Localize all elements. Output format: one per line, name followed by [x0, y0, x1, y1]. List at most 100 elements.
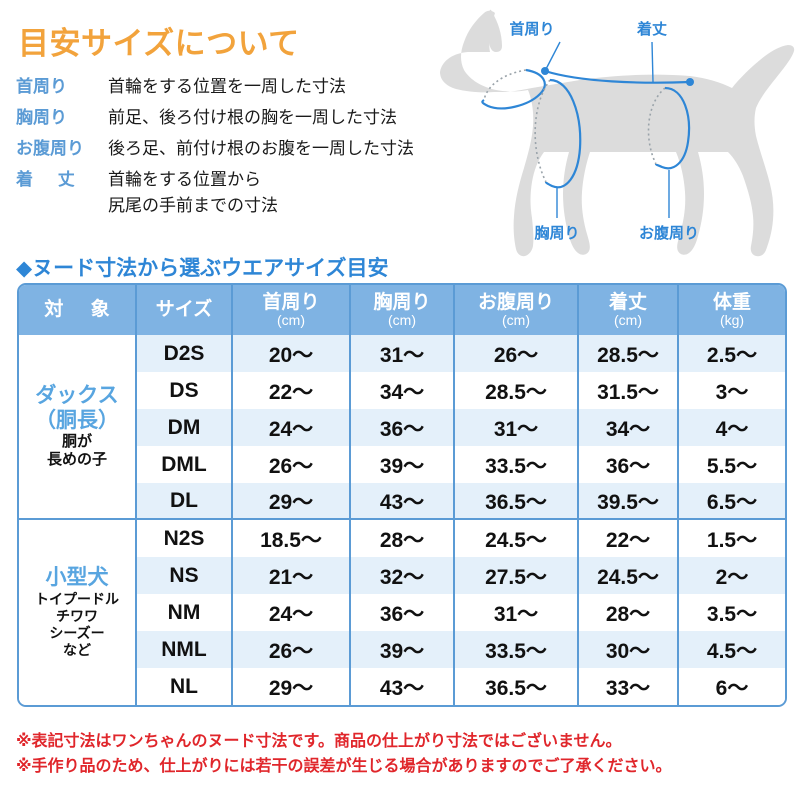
- cell-size: DS: [137, 372, 233, 409]
- legend-term-belly: お腹周り: [16, 139, 84, 158]
- cell-size: DM: [137, 409, 233, 446]
- cell-length: 33～: [579, 668, 679, 705]
- table-row: DM 24～ 36～ 31～ 34～ 4～: [19, 409, 785, 446]
- cell-length: 30～: [579, 631, 679, 668]
- cell-length: 28～: [579, 594, 679, 631]
- size-table-container: 対 象 サイズ 首周り (cm) 胸周り (cm) お腹周り: [17, 283, 787, 707]
- cell-neck: 29～: [233, 668, 351, 705]
- table-row: 小型犬 トイプードル チワワ シーズー など N2S 18.5～ 28～ 24.…: [19, 520, 785, 705]
- legend-item-neck: 首周り 首輪をする位置を一周した寸法: [16, 74, 486, 100]
- cell-size: NS: [137, 557, 233, 594]
- length-measure-line: [544, 69, 691, 84]
- col-header-target-label: 対 象: [44, 299, 121, 321]
- cell-weight: 6.5～: [679, 483, 785, 520]
- cell-belly: 28.5～: [455, 372, 579, 409]
- group-sub-small-dog-2: チワワ: [56, 607, 98, 624]
- cell-neck: 24～: [233, 594, 351, 631]
- table-row: DML 26～ 39～ 33.5～ 36～ 5.5～: [19, 446, 785, 483]
- table-header-row: 対 象 サイズ 首周り (cm) 胸周り (cm) お腹周り: [19, 285, 785, 335]
- cell-chest: 43～: [351, 483, 455, 520]
- cell-belly: 31～: [455, 409, 579, 446]
- cell-weight: 4.5～: [679, 631, 785, 668]
- cell-weight: 4～: [679, 409, 785, 446]
- cell-weight: 1.5～: [679, 520, 785, 557]
- cell-chest: 36～: [351, 409, 455, 446]
- cell-size: NML: [137, 631, 233, 668]
- cell-size: N2S: [137, 520, 233, 557]
- legend-desc-chest: 前足、後ろ付け根の胸を一周した寸法: [108, 108, 397, 127]
- col-header-length-unit: (cm): [614, 311, 642, 328]
- diagram-label-chest: 胸周り: [534, 224, 579, 242]
- table-row: NML 26～ 39～ 33.5～ 30～ 4.5～: [19, 631, 785, 668]
- size-table: 対 象 サイズ 首周り (cm) 胸周り (cm) お腹周り: [17, 283, 787, 707]
- group-cell-small-dog: 小型犬 トイプードル チワワ シーズー など: [19, 520, 137, 705]
- cell-belly: 26～: [455, 335, 579, 372]
- table-row: NS 21～ 32～ 27.5～ 24.5～ 2～: [19, 557, 785, 594]
- footnote-1: ※表記寸法はワンちゃんのヌード寸法です。商品の仕上がり寸法ではございません。: [16, 733, 622, 750]
- cell-neck: 29～: [233, 483, 351, 520]
- group-sub-dachshund-2: 長めの子: [46, 451, 107, 469]
- cell-size: NM: [137, 594, 233, 631]
- cell-neck: 24～: [233, 409, 351, 446]
- legend-term-neck: 首周り: [16, 77, 67, 96]
- cell-chest: 39～: [351, 631, 455, 668]
- diagram-label-length: 着丈: [636, 20, 667, 38]
- col-header-neck: 首周り (cm): [233, 285, 351, 335]
- col-header-weight: 体重 (kg): [679, 285, 785, 335]
- cell-length: 31.5～: [579, 372, 679, 409]
- cell-belly: 36.5～: [455, 483, 579, 520]
- length-end-dot: [686, 78, 694, 86]
- cell-length: 34～: [579, 409, 679, 446]
- legend-desc-belly: 後ろ足、前付け根のお腹を一周した寸法: [108, 139, 414, 158]
- dog-measurement-diagram: 首周り 着丈 胸周り お腹周り: [440, 0, 800, 262]
- cell-chest: 39～: [351, 446, 455, 483]
- col-header-neck-unit: (cm): [277, 311, 305, 328]
- diagram-label-neck: 首周り: [509, 20, 554, 38]
- cell-belly: 33.5～: [455, 446, 579, 483]
- footnote-2: ※手作り品のため、仕上がりには若干の誤差が生じる場合がありますのでご了承ください…: [16, 758, 672, 775]
- legend-term-length: 着 丈: [16, 170, 85, 189]
- col-header-size-label: サイズ: [155, 299, 213, 321]
- col-header-weight-label: 体重: [712, 291, 751, 313]
- cell-neck: 22～: [233, 372, 351, 409]
- col-header-weight-unit: (kg): [719, 311, 745, 328]
- legend-item-chest: 胸周り 前足、後ろ付け根の胸を一周した寸法: [16, 105, 486, 131]
- legend-desc-length: 首輪をする位置から 尻尾の手前までの寸法: [108, 167, 278, 219]
- table-row: DS 22～ 34～ 28.5～ 31.5～ 3～: [19, 372, 785, 409]
- cell-neck: 18.5～: [233, 520, 351, 557]
- table-row: NL 29～ 43～ 36.5～ 33～ 6～: [19, 668, 785, 705]
- diagram-label-belly: お腹周り: [639, 224, 699, 242]
- cell-neck: 20～: [233, 335, 351, 372]
- group-sub-small-dog-4: など: [63, 641, 91, 658]
- group-title-dachshund: ダックス: [35, 383, 119, 407]
- cell-size: D2S: [137, 335, 233, 372]
- cell-weight: 3.5～: [679, 594, 785, 631]
- cell-belly: 36.5～: [455, 668, 579, 705]
- cell-neck: 26～: [233, 631, 351, 668]
- col-header-length: 着丈 (cm): [579, 285, 679, 335]
- cell-neck: 21～: [233, 557, 351, 594]
- cell-length: 39.5～: [579, 483, 679, 520]
- cell-neck: 26～: [233, 446, 351, 483]
- cell-size: DL: [137, 483, 233, 520]
- cell-chest: 28～: [351, 520, 455, 557]
- table-row: NM 24～ 36～ 31～ 28～ 3.5～: [19, 594, 785, 631]
- cell-size: DML: [137, 446, 233, 483]
- cell-length: 28.5～: [579, 335, 679, 372]
- cell-length: 22～: [579, 520, 679, 557]
- col-header-size: サイズ: [137, 285, 233, 335]
- group-cell-dachshund: ダックス （胴長） 胴が 長めの子: [19, 335, 137, 520]
- section-heading: ◆ヌード寸法から選ぶウエアサイズ目安: [16, 257, 389, 280]
- cell-length: 36～: [579, 446, 679, 483]
- cell-weight: 2.5～: [679, 335, 785, 372]
- col-header-belly-unit: (cm): [502, 311, 530, 328]
- legend-desc-length-line2: 尻尾の手前までの寸法: [108, 196, 278, 215]
- length-leader-line: [651, 41, 654, 83]
- group-title2-dachshund: （胴長）: [35, 408, 119, 432]
- page-title: 目安サイズについて: [18, 26, 300, 61]
- legend-item-belly: お腹周り 後ろ足、前付け根のお腹を一周した寸法: [16, 136, 486, 162]
- legend-desc-length-line1: 首輪をする位置から: [108, 170, 261, 189]
- table-row: ダックス （胴長） 胴が 長めの子 D2S 20～ 31～ 26～ 28.5～ …: [19, 335, 785, 520]
- group-sub-small-dog-1: トイプードル: [35, 590, 119, 607]
- footnotes: ※表記寸法はワンちゃんのヌード寸法です。商品の仕上がり寸法ではございません。 ※…: [16, 729, 791, 779]
